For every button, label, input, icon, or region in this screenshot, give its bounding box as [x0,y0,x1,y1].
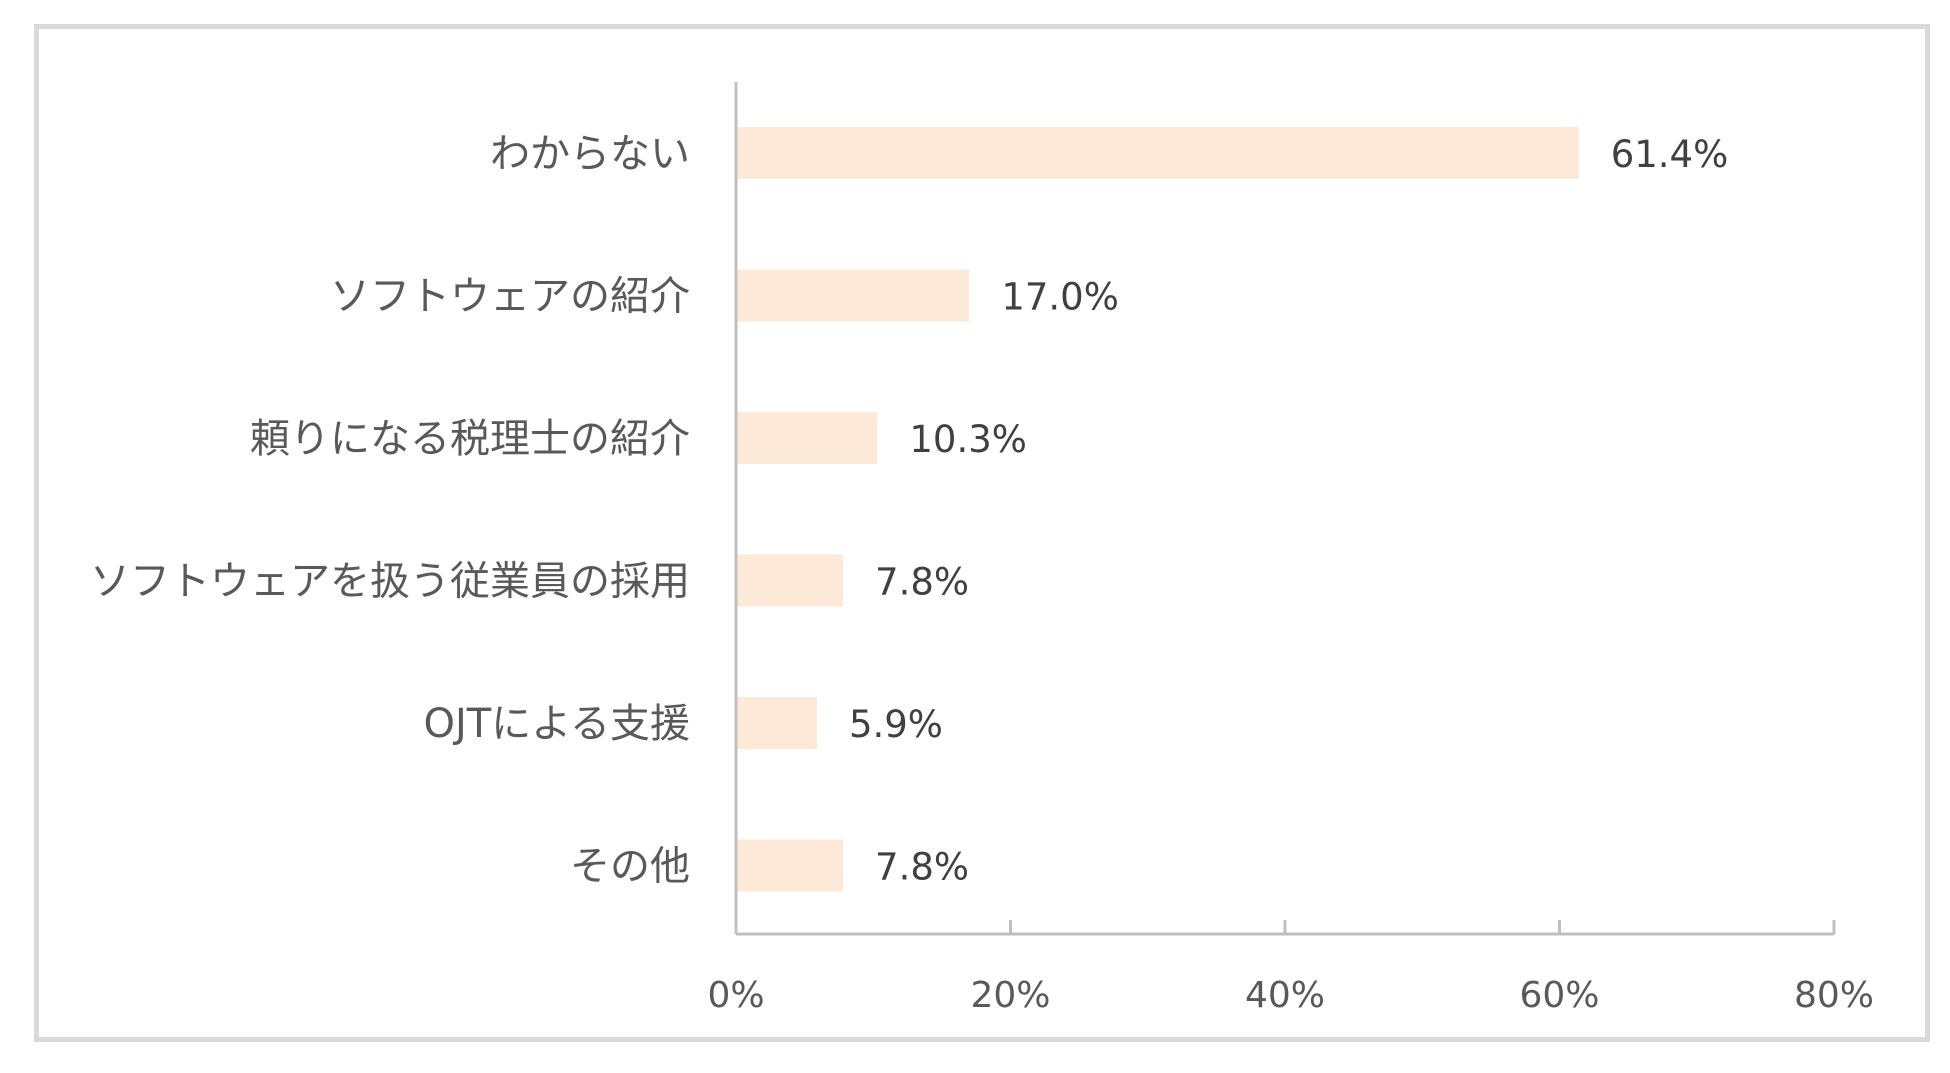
x-tick-label: 20% [970,975,1050,1016]
bar [736,269,970,322]
bar [736,554,844,607]
data-label: 7.8% [875,846,969,889]
bar [736,697,817,749]
chart-frame [34,24,1930,1042]
data-label: 5.9% [849,703,943,746]
x-tick-label: 0% [707,975,764,1016]
category-label: OJTによる支援 [423,701,690,747]
bar [736,412,878,464]
category-label: 頼りになる税理士の紹介 [250,416,690,462]
data-label: 61.4% [1611,133,1729,176]
category-label: ソフトウェアを扱う従業員の採用 [90,559,690,605]
category-label: ソフトウェアの紹介 [330,274,690,320]
bar [736,127,1579,179]
data-label: 17.0% [1001,276,1119,319]
bar [736,839,844,892]
data-label: 10.3% [909,418,1027,461]
category-label: わからない [490,131,690,177]
data-label: 7.8% [875,561,969,604]
x-tick-label: 40% [1245,975,1325,1016]
x-tick-label: 80% [1794,975,1874,1016]
category-label: その他 [570,844,690,890]
x-tick-label: 60% [1519,975,1599,1016]
